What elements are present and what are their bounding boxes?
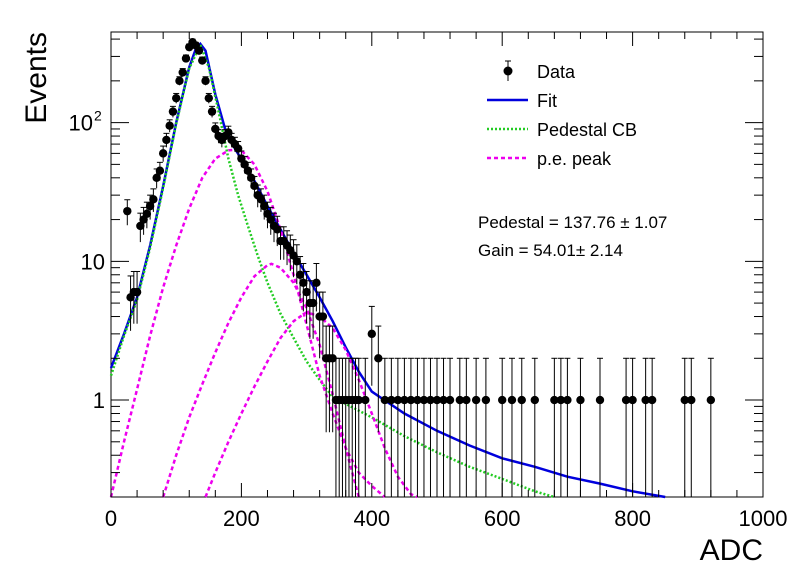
data-point — [354, 395, 363, 405]
data-point — [149, 195, 158, 204]
data-point — [387, 395, 396, 405]
data-point — [178, 68, 187, 77]
data-point — [132, 287, 142, 297]
data-point — [299, 278, 308, 288]
data-point — [211, 124, 220, 134]
data-point — [432, 395, 442, 405]
data-point — [393, 395, 403, 405]
data-point — [621, 395, 631, 405]
data-point — [462, 395, 471, 405]
data-point — [302, 287, 311, 297]
legend-label: Data — [537, 62, 576, 82]
data-point — [256, 195, 266, 204]
data-point — [250, 181, 259, 191]
data-point — [517, 395, 526, 405]
data-point — [145, 201, 155, 211]
data-point — [260, 201, 269, 211]
data-point — [172, 93, 181, 103]
data-point — [445, 395, 455, 405]
data-point — [328, 354, 337, 363]
data-point — [292, 257, 302, 266]
data-point — [687, 395, 696, 405]
data-point — [266, 215, 275, 224]
data-point — [576, 395, 585, 405]
y-tick-label: 10 — [81, 249, 105, 274]
data-point — [374, 354, 383, 363]
data-point — [194, 46, 204, 55]
data-point — [426, 395, 435, 405]
data-point — [556, 395, 566, 405]
data-point — [706, 395, 716, 405]
data-point — [530, 395, 539, 405]
data-point — [361, 395, 370, 405]
x-tick-label: 400 — [353, 506, 390, 531]
data-point — [550, 395, 559, 405]
data-point — [439, 395, 448, 405]
data-point — [413, 395, 422, 405]
data-point — [162, 135, 171, 145]
x-tick-label: 1000 — [739, 506, 788, 531]
data-point — [312, 278, 321, 288]
data-point — [498, 395, 507, 405]
x-tick-label: 800 — [614, 506, 651, 531]
data-point — [481, 395, 491, 405]
pedestal-annotation: Pedestal = 137.76 ± 1.07 — [478, 213, 667, 232]
legend-label: Fit — [537, 91, 557, 111]
data-point — [168, 107, 178, 116]
legend: Data Fit Pedestal CB p.e. peak — [487, 60, 637, 169]
data-point — [595, 395, 605, 405]
data-point — [142, 209, 152, 219]
data-point — [647, 395, 657, 405]
data-point — [563, 395, 572, 405]
data-point — [471, 395, 481, 405]
data-point — [152, 173, 161, 183]
data-point — [318, 312, 328, 321]
data-point — [224, 128, 233, 137]
data-point — [123, 206, 132, 216]
data-point — [380, 395, 390, 405]
data-point — [419, 395, 429, 405]
data-point — [295, 270, 305, 279]
data-point — [175, 76, 184, 86]
y-tick-label: 1 — [93, 388, 105, 413]
x-tick-label: 200 — [223, 506, 260, 531]
y-tick-exponent: 2 — [94, 108, 102, 124]
gain-annotation: Gain = 54.01± 2.14 — [478, 241, 623, 260]
data-points-layer — [123, 37, 716, 497]
data-point — [155, 166, 165, 175]
legend-label: p.e. peak — [537, 149, 612, 169]
data-point — [455, 395, 465, 405]
legend-label: Pedestal CB — [537, 120, 637, 140]
x-axis-label: ADC — [700, 534, 763, 567]
y-tick-label: 10 — [69, 111, 93, 136]
x-tick-label: 600 — [484, 506, 521, 531]
curve-p-e-peak-1 — [109, 148, 386, 498]
data-point — [207, 107, 217, 116]
data-point — [158, 149, 168, 158]
legend-marker — [503, 66, 513, 76]
data-point — [246, 173, 256, 183]
x-tick-label: 0 — [105, 506, 117, 531]
data-point — [400, 395, 409, 405]
data-point — [406, 395, 416, 405]
curve-pedestal-cb — [109, 41, 555, 499]
data-point — [641, 395, 650, 405]
data-point — [198, 56, 207, 65]
data-point — [201, 76, 210, 86]
data-point — [308, 298, 318, 308]
data-point — [367, 329, 376, 339]
data-point — [628, 395, 637, 405]
data-point — [680, 395, 689, 405]
data-point — [165, 121, 174, 130]
curve-p-e-peak-2 — [162, 262, 361, 498]
y-axis-label: Events — [20, 32, 53, 124]
data-point — [507, 395, 517, 405]
data-point — [204, 93, 213, 103]
data-point — [136, 221, 145, 231]
data-point — [181, 54, 191, 63]
